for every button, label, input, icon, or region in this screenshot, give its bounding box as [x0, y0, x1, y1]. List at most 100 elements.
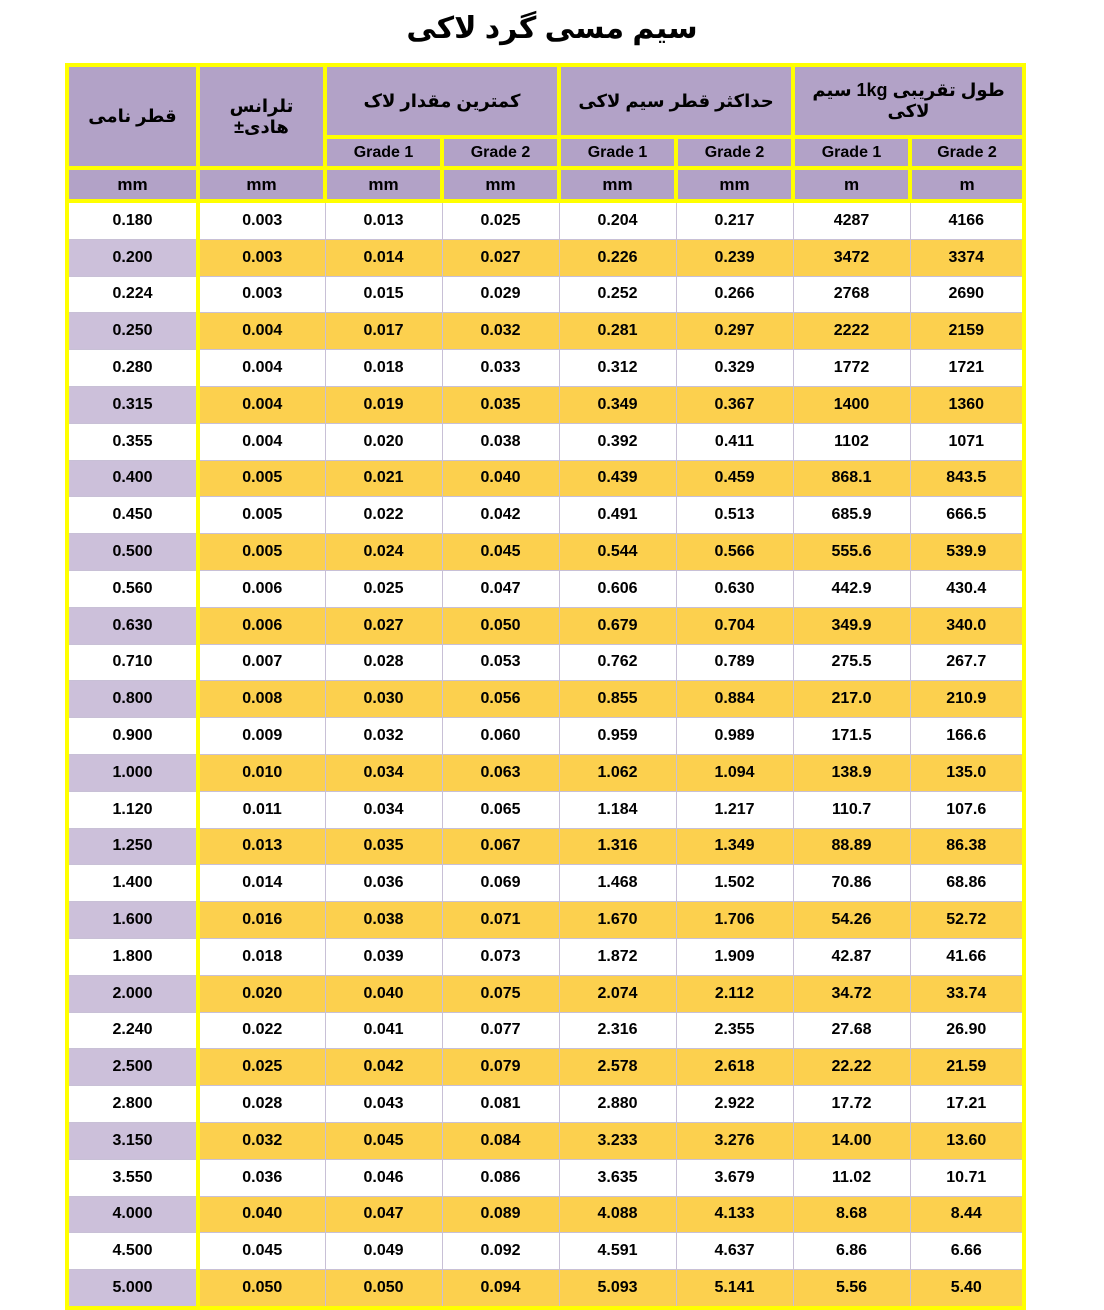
table-cell: 0.042	[324, 1048, 443, 1087]
table-cell: 2222	[792, 312, 911, 351]
table-cell: 0.041	[324, 1011, 443, 1050]
table-cell: 8.44	[909, 1195, 1025, 1234]
unit-label: mm	[323, 166, 444, 203]
col-header-max-enameled-wire-diameter: حداکثر قطر سیم لاکی	[556, 63, 796, 139]
table-row: 3.150 0.032 0.045 0.084 3.233 3.276 14.00 13.60	[65, 1121, 1025, 1160]
table-cell: 0.032	[324, 717, 443, 755]
table-cell: 0.071	[441, 901, 560, 939]
col-header-conductor-tolerance: تلرانس هادی±	[196, 63, 327, 170]
table-cell: 1.250	[65, 827, 200, 866]
table-cell: 4.591	[558, 1232, 677, 1271]
table-cell: 275.5	[792, 643, 911, 682]
table-cell: 0.439	[558, 459, 677, 498]
table-cell: 0.047	[324, 1195, 443, 1234]
table-cell: 0.075	[441, 974, 560, 1013]
table-cell: 0.606	[558, 569, 677, 608]
table-row: 0.355 0.004 0.020 0.038 0.392 0.411 1102 1071	[65, 422, 1025, 461]
table-cell: 2.316	[558, 1011, 677, 1050]
table-cell: 0.020	[197, 974, 326, 1013]
table-row: 1.250 0.013 0.035 0.067 1.316 1.349 88.89 86.38	[65, 827, 1025, 866]
table-cell: 27.68	[792, 1011, 911, 1050]
table-cell: 21.59	[909, 1048, 1025, 1087]
table-cell: 0.067	[441, 827, 560, 866]
table-cell: 0.027	[441, 238, 560, 277]
table-cell: 1.502	[675, 864, 794, 903]
table-cell: 2.240	[65, 1011, 200, 1050]
table-cell: 4287	[792, 200, 911, 240]
table-cell: 1.706	[675, 901, 794, 939]
table-cell: 1.600	[65, 901, 200, 939]
table-cell: 0.014	[324, 238, 443, 277]
table-cell: 0.032	[441, 312, 560, 351]
unit-label: m	[908, 166, 1027, 203]
table-row: 1.600 0.016 0.038 0.071 1.670 1.706 54.26 52.72	[65, 901, 1025, 939]
table-cell: 0.400	[65, 459, 200, 498]
table-cell: 0.092	[441, 1232, 560, 1271]
table-row: 0.400 0.005 0.021 0.040 0.439 0.459 868.1 843.5	[65, 459, 1025, 498]
table-cell: 0.013	[197, 827, 326, 866]
table-cell: 0.224	[65, 275, 200, 314]
table-cell: 0.367	[675, 385, 794, 424]
table-cell: 1.184	[558, 790, 677, 829]
table-cell: 0.036	[197, 1158, 326, 1197]
table-cell: 86.38	[909, 827, 1025, 866]
table-cell: 340.0	[909, 606, 1025, 645]
table-cell: 1071	[909, 422, 1025, 461]
table-cell: 0.180	[65, 200, 200, 240]
table-cell: 0.704	[675, 606, 794, 645]
table-cell: 14.00	[792, 1121, 911, 1160]
table-cell: 1.094	[675, 753, 794, 792]
table-cell: 0.050	[441, 606, 560, 645]
table-cell: 13.60	[909, 1121, 1025, 1160]
table-cell: 0.025	[197, 1048, 326, 1087]
table-body: 0.180 0.003 0.013 0.025 0.204 0.217 4287 4166 0.…	[65, 200, 1025, 1309]
table-cell: 843.5	[909, 459, 1025, 498]
table-cell: 0.038	[441, 422, 560, 461]
page-title: سیم مسی گرد لاکی	[406, 12, 698, 45]
table-cell: 0.035	[441, 385, 560, 424]
table-cell: 0.004	[197, 422, 326, 461]
table-cell: 0.900	[65, 717, 200, 755]
table-cell: 0.060	[441, 717, 560, 755]
table-cell: 0.266	[675, 275, 794, 314]
unit-label: mm	[196, 166, 327, 203]
table-cell: 1.468	[558, 864, 677, 903]
table-cell: 0.028	[324, 643, 443, 682]
table-row: 0.710 0.007 0.028 0.053 0.762 0.789 275.5 267.7	[65, 643, 1025, 682]
table-row: 1.800 0.018 0.039 0.073 1.872 1.909 42.87 41.66	[65, 937, 1025, 976]
table-cell: 0.045	[324, 1121, 443, 1160]
grade-label: Grade 1	[323, 135, 444, 170]
table-cell: 0.019	[324, 385, 443, 424]
table-cell: 868.1	[792, 459, 911, 498]
table-cell: 0.014	[197, 864, 326, 903]
table-cell: 0.200	[65, 238, 200, 277]
table-cell: 0.217	[675, 200, 794, 240]
table-cell: 0.032	[197, 1121, 326, 1160]
unit-label: mm	[440, 166, 561, 203]
table-cell: 0.043	[324, 1085, 443, 1123]
table-cell: 5.141	[675, 1269, 794, 1309]
col-header-approx-length-per-kg: طول تقریبی 1kg سیم لاکی	[791, 63, 1027, 139]
table-cell: 3.635	[558, 1158, 677, 1197]
table-cell: 0.005	[197, 533, 326, 571]
table-cell: 0.003	[197, 275, 326, 314]
table-cell: 2.922	[675, 1085, 794, 1123]
table-cell: 3.233	[558, 1121, 677, 1160]
table-cell: 0.312	[558, 349, 677, 387]
table-cell: 0.884	[675, 680, 794, 719]
table-cell: 1.872	[558, 937, 677, 976]
wire-spec-table: قطر نامی تلرانس هادی± کمترین مقدار لاک ح…	[65, 63, 1027, 1310]
table-cell: 0.016	[197, 901, 326, 939]
table-cell: 1400	[792, 385, 911, 424]
table-row: 0.560 0.006 0.025 0.047 0.606 0.630 442.9 430.4	[65, 569, 1025, 608]
table-cell: 0.046	[324, 1158, 443, 1197]
table-cell: 0.855	[558, 680, 677, 719]
table-cell: 26.90	[909, 1011, 1025, 1050]
table-cell: 0.204	[558, 200, 677, 240]
grade-label: Grade 2	[908, 135, 1027, 170]
table-cell: 0.065	[441, 790, 560, 829]
table-cell: 0.005	[197, 459, 326, 498]
grade-label: Grade 1	[557, 135, 678, 170]
table-cell: 3.550	[65, 1158, 200, 1197]
table-cell: 4.500	[65, 1232, 200, 1271]
